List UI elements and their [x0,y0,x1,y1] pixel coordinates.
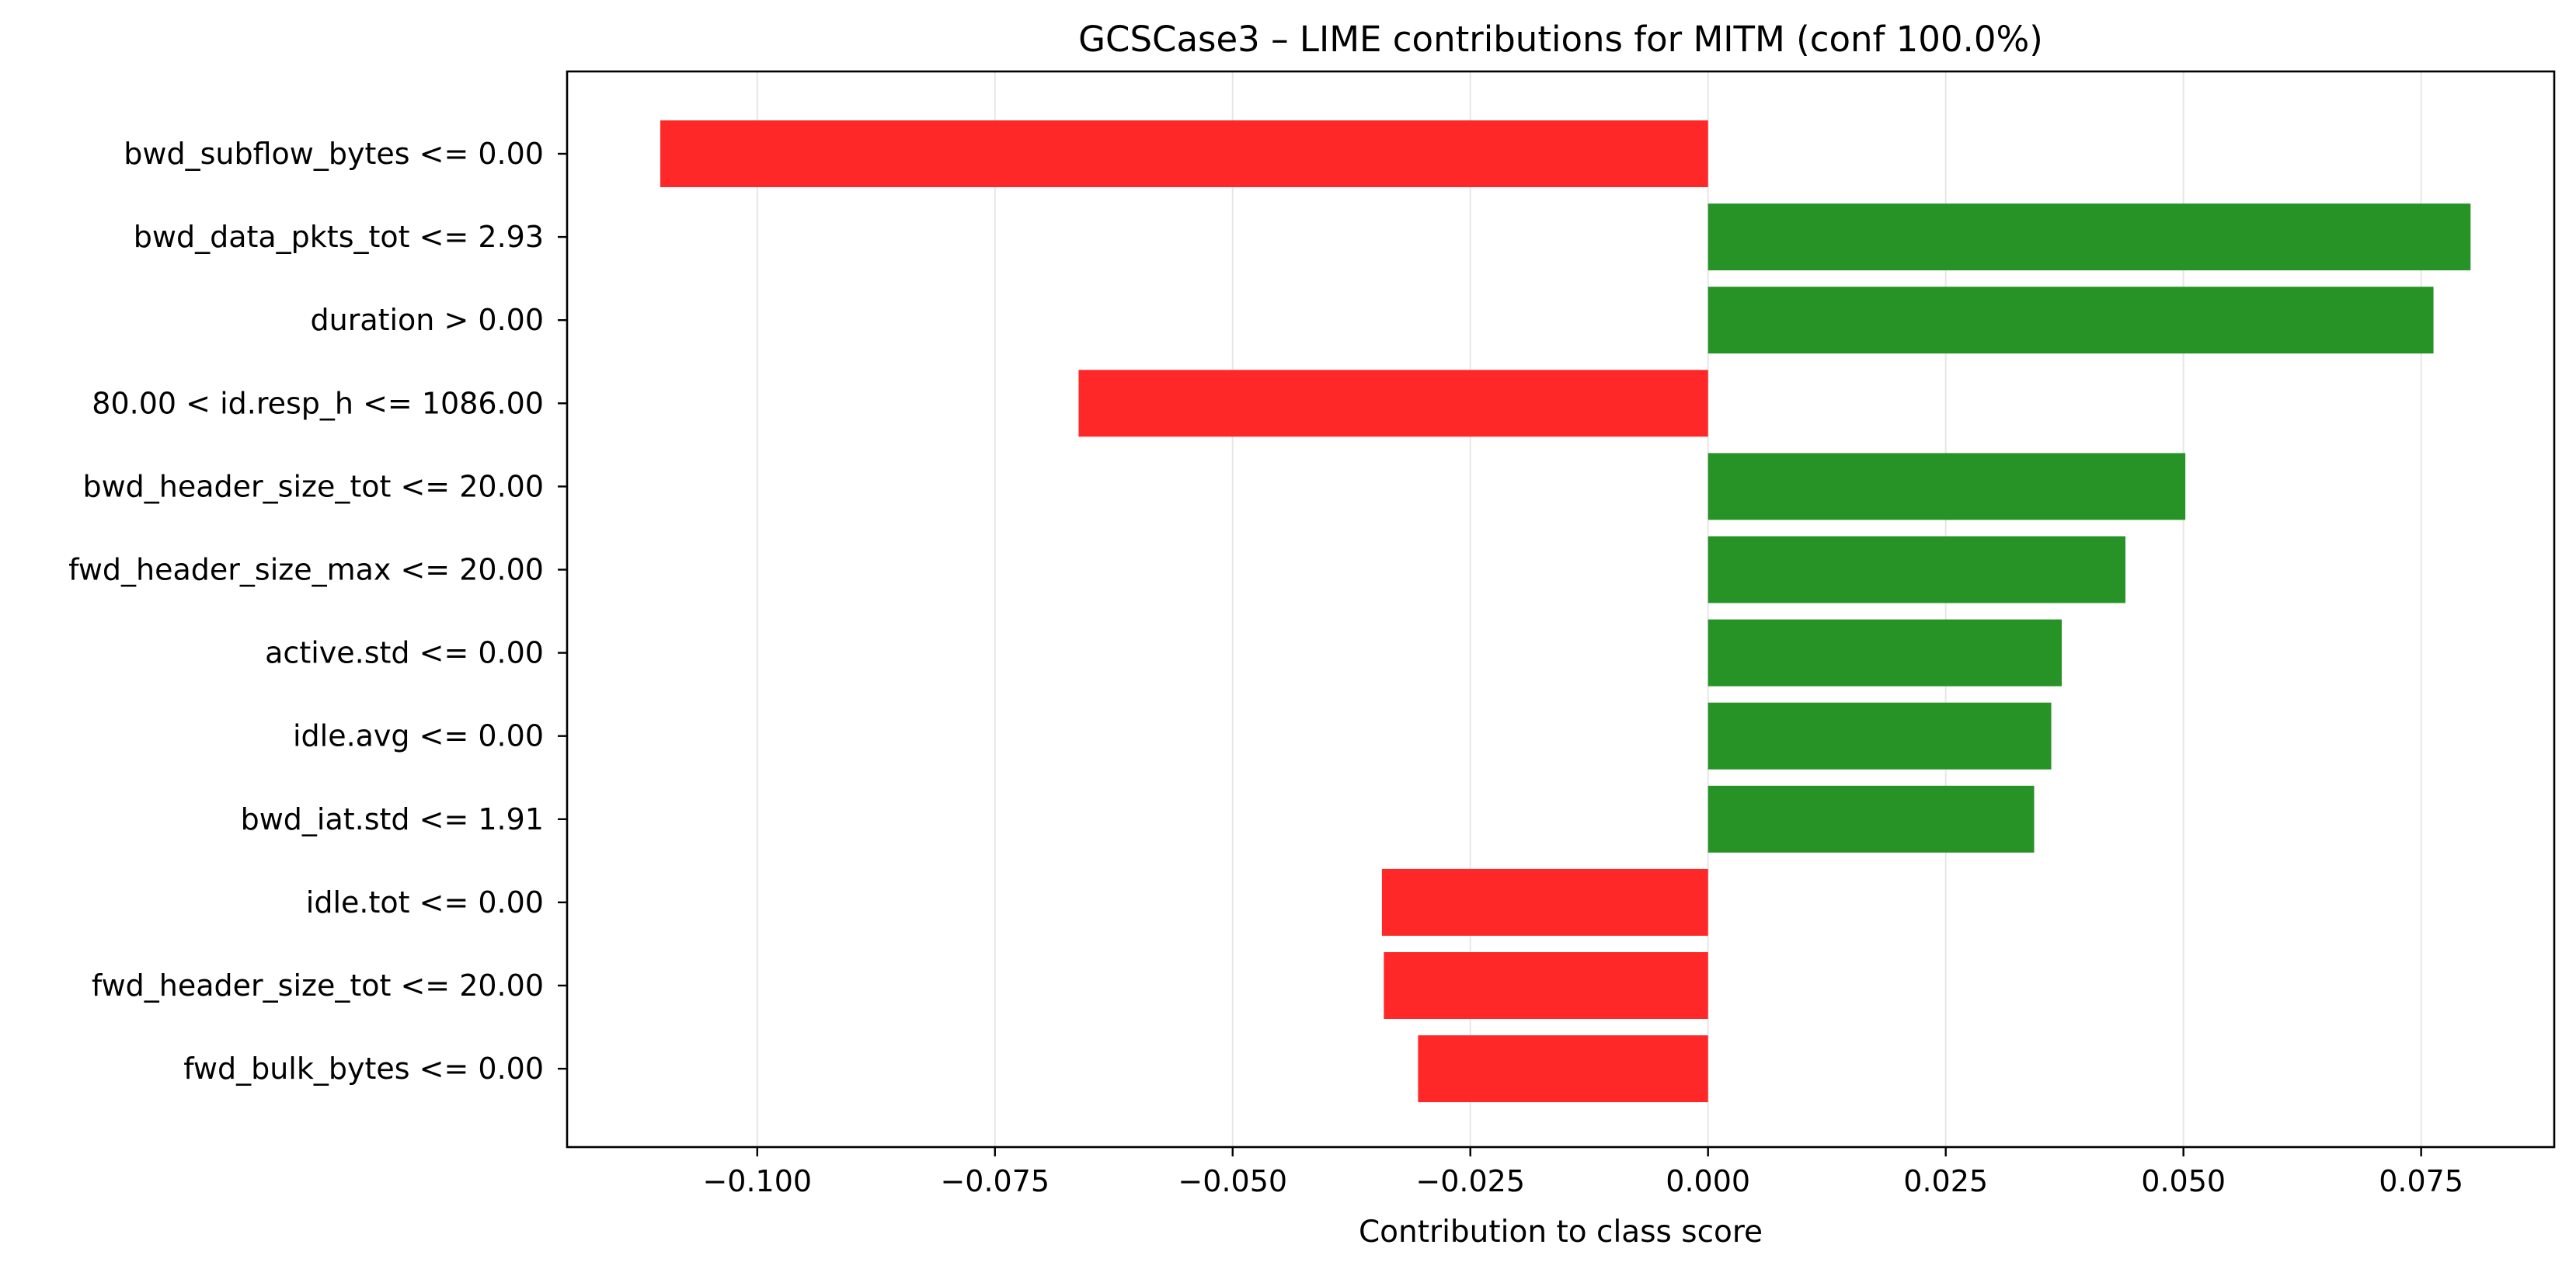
y-tick-label: idle.avg <= 0.00 [293,719,544,753]
bar-negative [1384,952,1708,1019]
y-axis-ticks: bwd_subflow_bytes <= 0.00 bwd_data_pkts_t… [68,137,567,1086]
bar-negative [1381,868,1708,936]
bar-positive [1707,619,2063,687]
y-tick-label: idle.tot <= 0.00 [306,885,544,920]
bar-negative [1418,1035,1708,1103]
y-tick-label: 80.00 < id.resp_h <= 1086.00 [92,386,544,420]
y-tick-label: active.std <= 0.00 [265,636,544,670]
y-tick-label: fwd_bulk_bytes <= 0.00 [183,1052,544,1086]
y-tick-label: bwd_subflow_bytes <= 0.00 [124,137,544,171]
bar-negative [660,120,1708,187]
bar-positive [1707,702,2052,770]
x-tick-label: 0.075 [2379,1164,2463,1198]
x-axis-label: Contribution to class score [1359,1215,1763,1250]
x-tick-label: 0.000 [1666,1164,1750,1198]
x-tick-label: −0.075 [940,1164,1050,1198]
bar-negative [1078,370,1708,437]
x-tick-label: 0.025 [1903,1164,1988,1198]
bar-positive [1707,203,2471,271]
bar-positive [1707,453,2186,520]
bar-positive [1707,785,2035,853]
x-axis-ticks: −0.100 −0.075 −0.050 −0.025 0.000 0.025 0.050 0… [702,1147,2463,1198]
x-tick-label: −0.025 [1415,1164,1525,1198]
x-tick-label: −0.050 [1178,1164,1287,1198]
y-tick-label: duration > 0.00 [310,303,544,337]
y-tick-label: fwd_header_size_max <= 20.00 [68,553,544,587]
y-tick-label: bwd_iat.std <= 1.91 [241,802,544,836]
bar-positive [1707,287,2434,354]
chart-title: GCSCase3 – LIME contributions for MITM (… [1078,19,2043,60]
x-tick-label: −0.100 [702,1164,812,1198]
x-tick-label: 0.050 [2141,1164,2226,1198]
y-tick-label: fwd_header_size_tot <= 20.00 [92,968,544,1003]
bars [660,120,2471,1103]
y-tick-label: bwd_header_size_tot <= 20.00 [82,469,544,503]
y-tick-label: bwd_data_pkts_tot <= 2.93 [134,220,544,254]
bar-positive [1707,536,2126,603]
plot-frame [566,70,2556,1149]
